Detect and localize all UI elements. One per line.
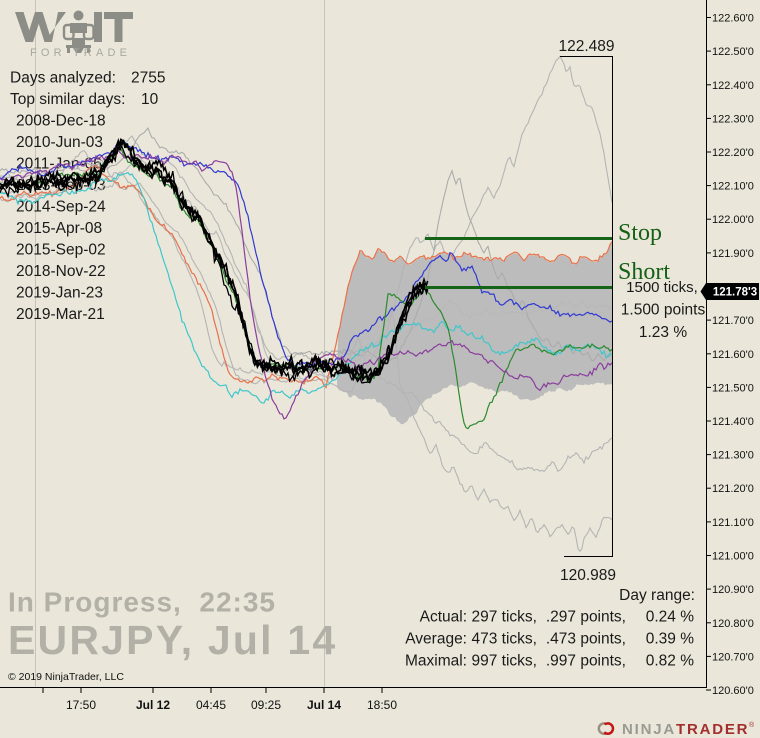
svg-text:®: ®: [749, 721, 755, 729]
svg-text:04:45: 04:45: [196, 698, 226, 712]
svg-text:EURJPY, Jul 14: EURJPY, Jul 14: [8, 617, 337, 663]
svg-text:NINJA: NINJA: [622, 721, 676, 738]
svg-text:120.80'0: 120.80'0: [712, 618, 754, 630]
svg-text:FOR TRADE: FOR TRADE: [30, 47, 131, 59]
svg-text:2019-Jan-23: 2019-Jan-23: [16, 285, 103, 302]
svg-text:121.50'0: 121.50'0: [712, 382, 754, 394]
svg-text:0.39 %: 0.39 %: [646, 631, 694, 648]
svg-text:0.82 %: 0.82 %: [646, 653, 694, 670]
svg-text:10: 10: [141, 91, 159, 108]
svg-text:120.60'0: 120.60'0: [712, 685, 754, 697]
svg-text:Actual:: Actual:: [420, 609, 467, 626]
svg-text:2014-Sep-24: 2014-Sep-24: [16, 199, 106, 216]
svg-text:2019-Mar-21: 2019-Mar-21: [16, 306, 105, 323]
svg-text:Top similar days:: Top similar days:: [10, 91, 125, 108]
svg-text:122.10'0: 122.10'0: [712, 181, 754, 193]
svg-text:Day range:: Day range:: [619, 587, 695, 604]
svg-text:122.40'0: 122.40'0: [712, 80, 754, 92]
svg-text:Maximal:: Maximal:: [405, 653, 467, 670]
svg-text:2015-Apr-08: 2015-Apr-08: [16, 220, 102, 237]
svg-text:122.00'0: 122.00'0: [712, 214, 754, 226]
svg-text:121.78'3: 121.78'3: [713, 287, 757, 299]
svg-text:122.50'0: 122.50'0: [712, 46, 754, 58]
svg-text:120.90'0: 120.90'0: [712, 584, 754, 596]
svg-text:997 ticks,: 997 ticks,: [472, 653, 537, 670]
svg-text:.297 points,: .297 points,: [546, 609, 626, 626]
svg-text:Average:: Average:: [405, 631, 467, 648]
svg-text:0.24 %: 0.24 %: [646, 609, 694, 626]
svg-text:122.20'0: 122.20'0: [712, 147, 754, 159]
svg-text:297 ticks,: 297 ticks,: [472, 609, 537, 626]
svg-text:121.60'0: 121.60'0: [712, 349, 754, 361]
svg-text:1500 ticks,: 1500 ticks,: [626, 279, 698, 296]
svg-text:09:25: 09:25: [251, 698, 281, 712]
svg-text:1.23 %: 1.23 %: [639, 324, 687, 341]
svg-text:122.60'0: 122.60'0: [712, 13, 754, 25]
svg-text:.473 points,: .473 points,: [546, 631, 626, 648]
svg-text:2008-Dec-18: 2008-Dec-18: [16, 113, 106, 130]
svg-text:120.989: 120.989: [560, 567, 616, 584]
svg-text:473 ticks,: 473 ticks,: [472, 631, 537, 648]
svg-text:121.90'0: 121.90'0: [712, 248, 754, 260]
svg-text:Jul 14: Jul 14: [307, 698, 341, 712]
svg-text:TRADER: TRADER: [676, 721, 749, 738]
svg-text:2755: 2755: [131, 70, 165, 87]
svg-text:121.30'0: 121.30'0: [712, 450, 754, 462]
svg-text:121.40'0: 121.40'0: [712, 416, 754, 428]
svg-text:2018-Nov-22: 2018-Nov-22: [16, 263, 106, 280]
svg-text:121.00'0: 121.00'0: [712, 551, 754, 563]
svg-text:120.70'0: 120.70'0: [712, 651, 754, 663]
svg-text:122.30'0: 122.30'0: [712, 113, 754, 125]
svg-text:.997 points,: .997 points,: [546, 653, 626, 670]
svg-text:Stop: Stop: [618, 220, 662, 246]
svg-text:2015-Sep-02: 2015-Sep-02: [16, 242, 106, 259]
svg-text:121.20'0: 121.20'0: [712, 483, 754, 495]
svg-text:In Progress, 22:35: In Progress, 22:35: [8, 587, 276, 618]
svg-text:122.489: 122.489: [558, 38, 614, 55]
svg-text:1.500 points: 1.500 points: [621, 302, 706, 319]
svg-text:121.10'0: 121.10'0: [712, 517, 754, 529]
svg-text:121.70'0: 121.70'0: [712, 315, 754, 327]
svg-text:Days analyzed:: Days analyzed:: [10, 70, 116, 87]
svg-text:18:50: 18:50: [367, 698, 397, 712]
svg-text:2010-Jun-03: 2010-Jun-03: [16, 134, 103, 151]
svg-text:Short: Short: [618, 259, 670, 285]
svg-text:17:50: 17:50: [66, 698, 96, 712]
svg-text:Jul 12: Jul 12: [136, 698, 170, 712]
svg-text:© 2019 NinjaTrader, LLC: © 2019 NinjaTrader, LLC: [8, 671, 124, 683]
